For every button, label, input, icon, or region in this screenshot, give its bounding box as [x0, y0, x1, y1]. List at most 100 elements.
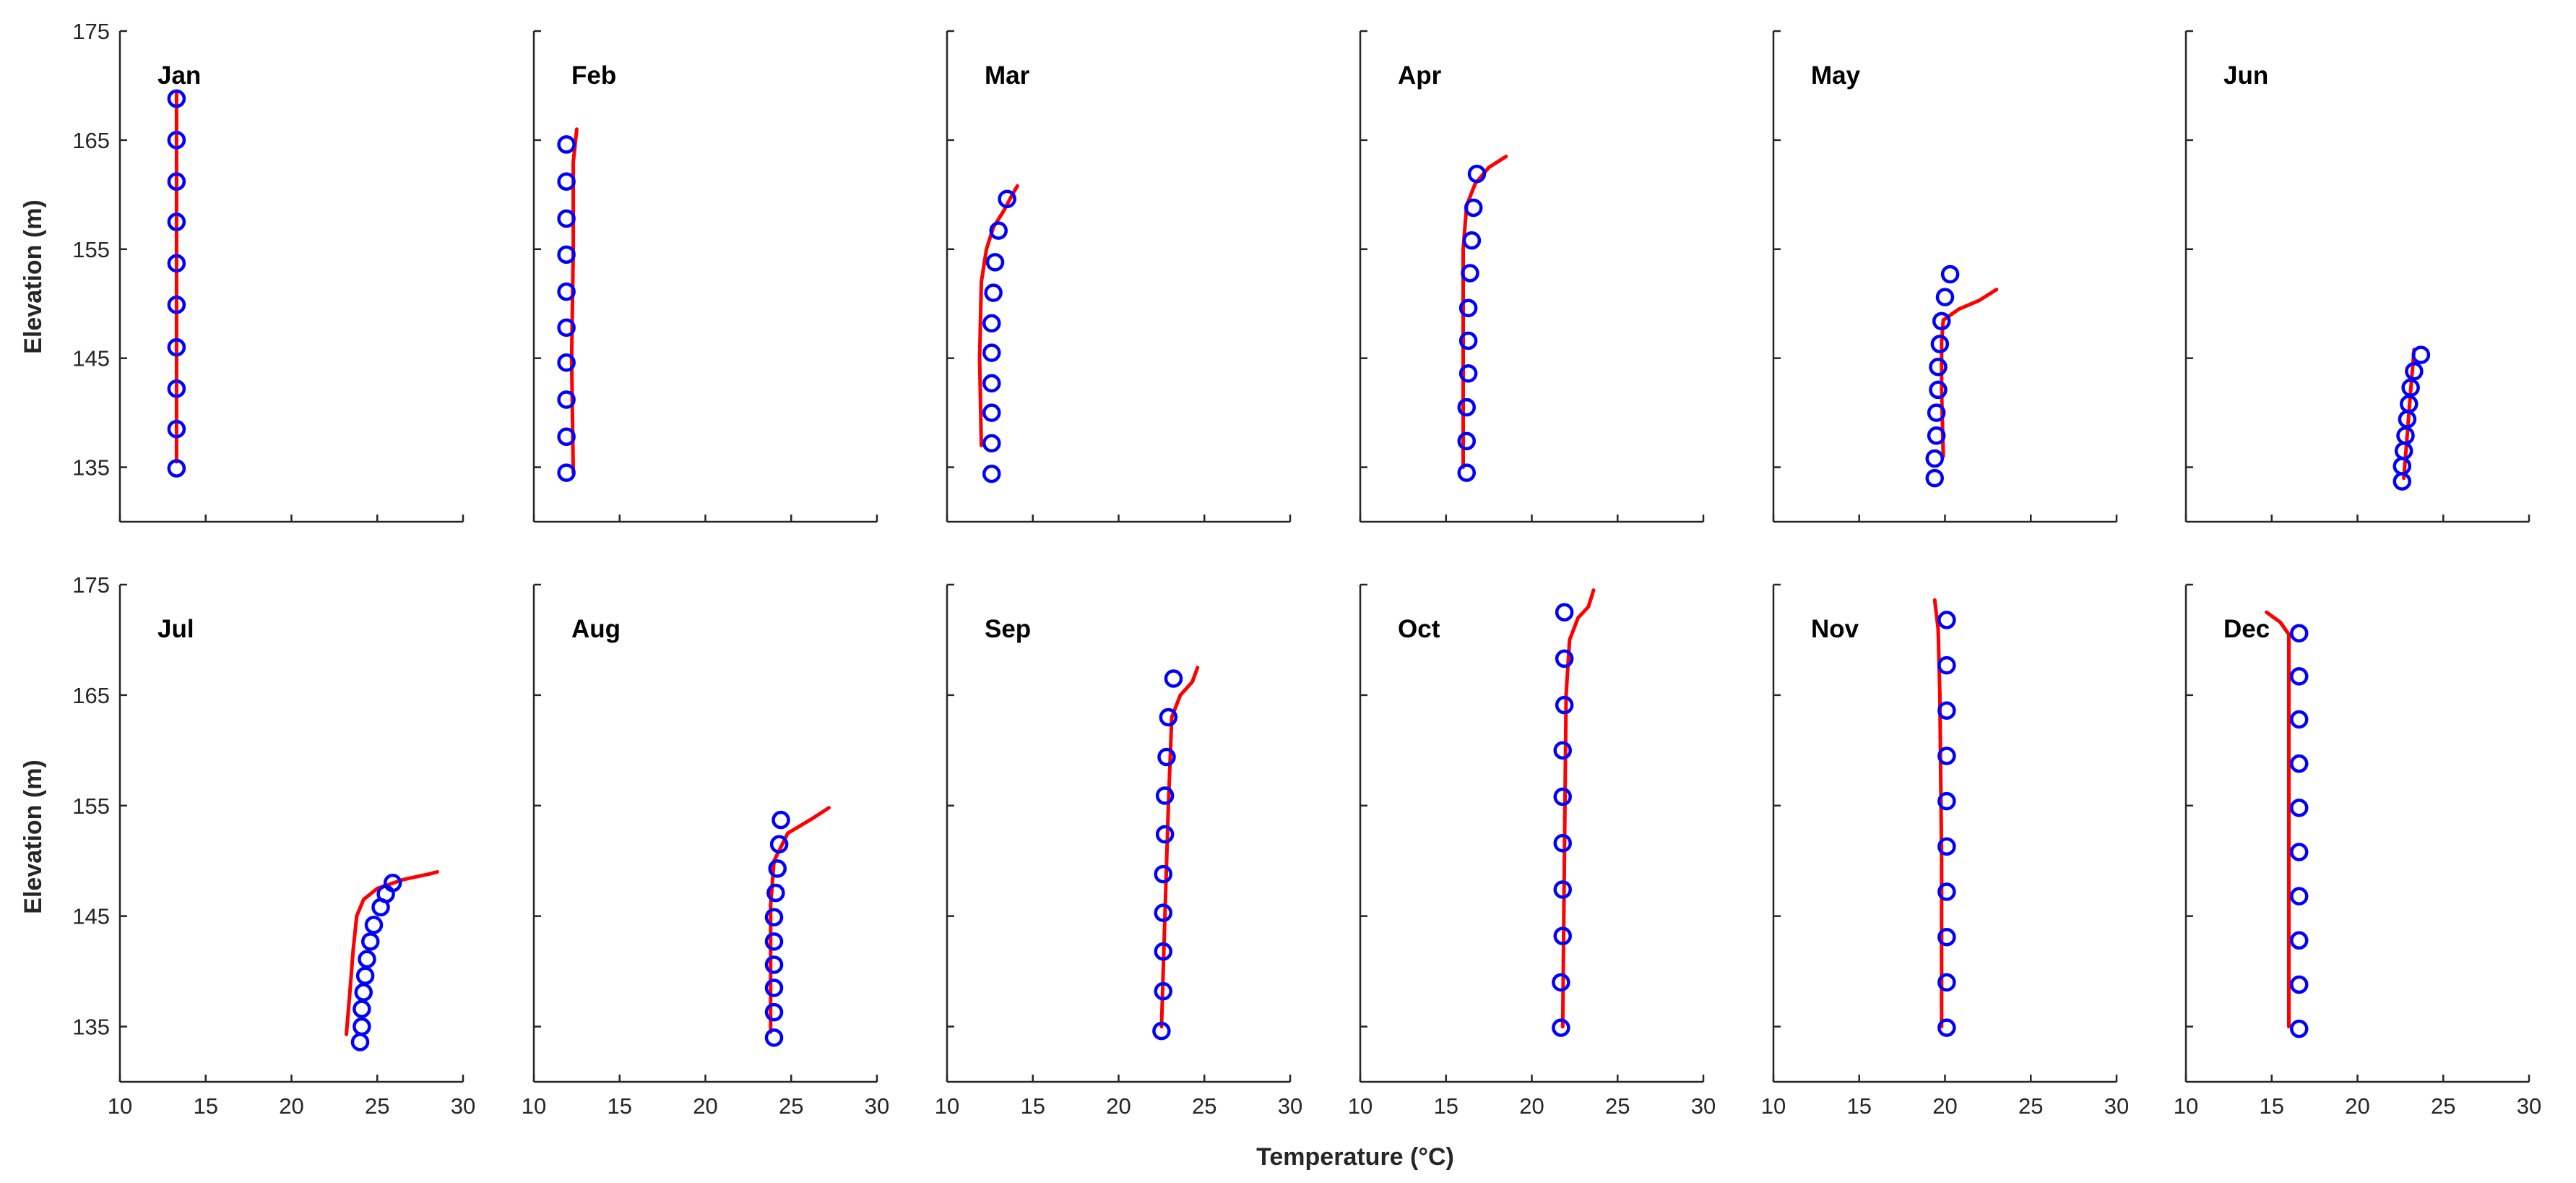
x-tick-label: 10 — [935, 1093, 959, 1119]
observed-point — [1553, 834, 1572, 853]
observed-point — [2290, 799, 2309, 817]
observed-point — [353, 1017, 371, 1036]
observed-point — [985, 253, 1005, 272]
x-tick-label: 15 — [194, 1093, 218, 1119]
observed-point — [354, 983, 373, 1002]
observed-point — [1157, 747, 1176, 767]
observed-point — [1461, 264, 1479, 283]
observed-point — [353, 999, 371, 1018]
y-tick-label: 135 — [72, 1015, 110, 1040]
x-tick-label: 20 — [693, 1093, 717, 1119]
x-tick-label: 30 — [2104, 1093, 2129, 1119]
observed-point — [982, 343, 1001, 362]
observed-point — [1462, 231, 1482, 250]
month-label: Jul — [157, 615, 194, 643]
observed-point — [2401, 378, 2420, 397]
x-tick-label: 25 — [1605, 1093, 1630, 1119]
observed-point — [764, 908, 784, 926]
y-tick-label: 155 — [72, 793, 110, 819]
observed-point — [167, 172, 186, 191]
observed-point — [2290, 887, 2309, 905]
x-tick-label: 20 — [2345, 1093, 2369, 1119]
observed-point — [167, 295, 186, 314]
observed-point — [771, 810, 790, 830]
observed-point — [557, 353, 576, 372]
observed-point — [984, 283, 1003, 302]
observed-point — [1937, 655, 1956, 675]
observed-point — [1937, 611, 1956, 629]
x-tick-label: 15 — [2260, 1093, 2284, 1119]
month-label: Sep — [985, 615, 1031, 643]
observed-point — [1553, 787, 1572, 806]
x-tick-label: 15 — [1434, 1093, 1458, 1119]
observed-point — [1154, 981, 1172, 1001]
y-tick-label: 175 — [72, 19, 110, 44]
observed-point — [1555, 695, 1574, 715]
x-tick-label: 10 — [1761, 1093, 1786, 1119]
observed-point — [764, 1028, 784, 1047]
x-tick-label: 30 — [1278, 1093, 1302, 1119]
panel-jan: 135 145 155 165 175 Jan — [72, 19, 464, 523]
observed-point — [167, 459, 186, 478]
month-label: Nov — [1811, 615, 1859, 643]
y-tick-label: 145 — [72, 904, 110, 929]
panel-apr: Apr — [1359, 30, 1705, 523]
observed-point — [2411, 345, 2431, 364]
observed-point — [167, 419, 186, 439]
observed-point — [989, 221, 1008, 240]
panel-aug: 10 15 20 25 30 Aug — [522, 583, 889, 1119]
observed-point — [1937, 791, 1956, 811]
observed-point — [358, 950, 376, 969]
observed-point — [167, 131, 186, 150]
month-label: May — [1811, 61, 1861, 90]
observed-point — [2393, 472, 2411, 491]
x-tick-label: 25 — [2431, 1093, 2455, 1119]
y-tick-label: 135 — [72, 455, 110, 481]
observed-point — [1553, 926, 1572, 945]
x-tick-label: 10 — [2174, 1093, 2198, 1119]
observed-point — [2290, 1019, 2309, 1038]
observed-point — [167, 337, 186, 357]
x-tick-label: 30 — [451, 1093, 475, 1119]
x-tick-label: 30 — [1691, 1093, 1716, 1119]
observed-point — [557, 172, 576, 191]
observed-point — [982, 434, 1001, 453]
observed-point — [1552, 1018, 1570, 1037]
simulated-line — [1159, 666, 1200, 1029]
simulated-line — [977, 184, 1019, 447]
observed-point — [1935, 288, 1955, 306]
observed-point — [769, 835, 789, 854]
panel-jun: Jun — [2184, 30, 2530, 523]
x-tick-label: 15 — [1847, 1093, 1872, 1119]
x-tick-label: 25 — [779, 1093, 803, 1119]
y-tick-label: 165 — [72, 683, 110, 708]
simulated-line — [1932, 598, 1944, 1029]
x-tick-label: 30 — [2517, 1093, 2541, 1119]
observed-point — [1164, 669, 1183, 688]
observed-point — [1464, 198, 1483, 218]
observed-point — [766, 883, 785, 903]
observed-point — [1457, 431, 1476, 451]
observed-point — [1154, 903, 1172, 922]
observed-point — [2290, 667, 2309, 686]
panel-jul: 135 145 155 165 175 10 15 20 25 30 Jul — [72, 572, 475, 1119]
observed-point — [2290, 754, 2309, 773]
observed-point — [361, 932, 380, 951]
observed-point — [2405, 362, 2424, 381]
observed-point — [383, 874, 402, 892]
x-tick-label: 20 — [1519, 1093, 1544, 1119]
observed-point — [1553, 741, 1572, 760]
month-label: Aug — [571, 615, 621, 643]
x-tick-label: 25 — [2018, 1093, 2043, 1119]
observed-point — [982, 314, 1001, 333]
observed-point — [557, 282, 576, 301]
month-label: Feb — [571, 61, 616, 90]
observed-point — [1555, 603, 1574, 621]
observed-point — [1457, 397, 1476, 417]
observed-point — [1940, 264, 1960, 284]
observed-point — [1155, 786, 1175, 805]
month-label: Oct — [1398, 615, 1440, 643]
observed-point — [1929, 357, 1948, 377]
observed-point — [1154, 942, 1172, 961]
